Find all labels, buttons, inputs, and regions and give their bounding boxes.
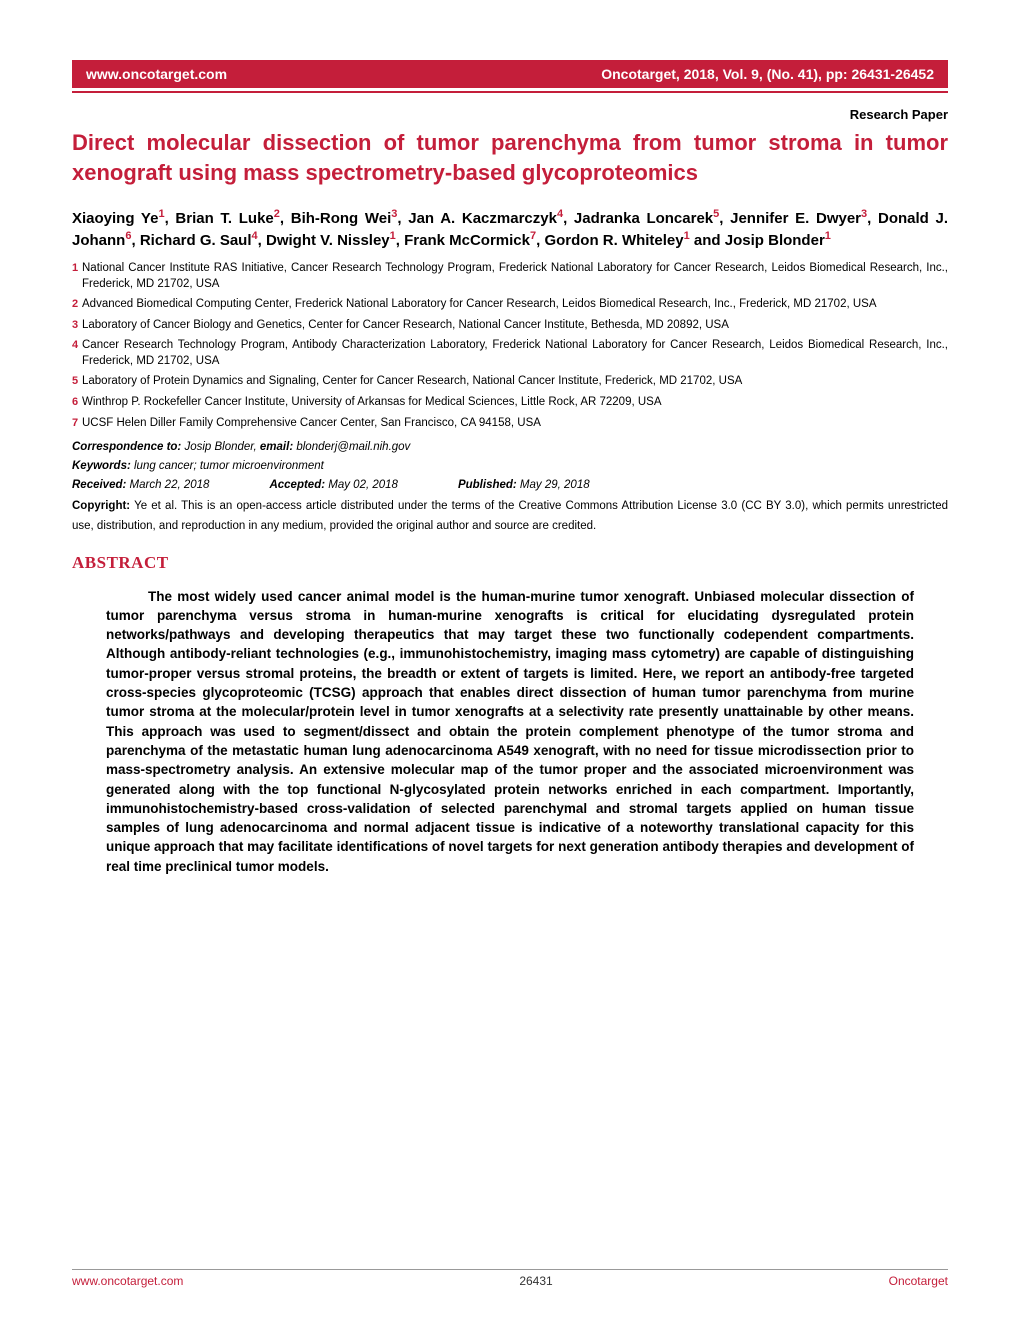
author: Frank McCormick7	[404, 232, 536, 249]
website-url: www.oncotarget.com	[86, 66, 227, 82]
affiliation: 6Winthrop P. Rockefeller Cancer Institut…	[72, 395, 948, 411]
copyright: Copyright: Ye et al. This is an open-acc…	[72, 497, 948, 536]
page-number: 26431	[519, 1274, 552, 1288]
correspondence: Correspondence to: Josip Blonder, email:…	[72, 439, 948, 457]
abstract-text: The most widely used cancer animal model…	[106, 587, 914, 876]
keywords: Keywords: lung cancer; tumor microenviro…	[72, 458, 948, 476]
affiliation: 3Laboratory of Cancer Biology and Geneti…	[72, 318, 948, 334]
header-bar: www.oncotarget.com Oncotarget, 2018, Vol…	[72, 60, 948, 88]
author: Josip Blonder1	[725, 232, 831, 249]
journal-name: Oncotarget	[889, 1274, 948, 1288]
author: Jennifer E. Dwyer3	[730, 210, 867, 227]
affiliation: 5Laboratory of Protein Dynamics and Sign…	[72, 374, 948, 390]
footer: www.oncotarget.com 26431 Oncotarget	[72, 1269, 948, 1288]
header-divider	[72, 91, 948, 93]
article-type: Research Paper	[72, 107, 948, 122]
author: Xiaoying Ye1	[72, 210, 165, 227]
citation: Oncotarget, 2018, Vol. 9, (No. 41), pp: …	[601, 66, 934, 82]
author: Gordon R. Whiteley1	[544, 232, 689, 249]
affiliation: 1National Cancer Institute RAS Initiativ…	[72, 261, 948, 292]
footer-website: www.oncotarget.com	[72, 1274, 183, 1288]
abstract-heading: ABSTRACT	[72, 553, 948, 573]
meta-block: Correspondence to: Josip Blonder, email:…	[72, 439, 948, 494]
article-title: Direct molecular dissection of tumor par…	[72, 128, 948, 187]
author: Bih-Rong Wei3	[291, 210, 398, 227]
affiliation: 4Cancer Research Technology Program, Ant…	[72, 338, 948, 369]
affiliation: 7UCSF Helen Diller Family Comprehensive …	[72, 416, 948, 432]
dates: Received: March 22, 2018 Accepted: May 0…	[72, 477, 948, 495]
affiliations: 1National Cancer Institute RAS Initiativ…	[72, 261, 948, 431]
author: Brian T. Luke2	[175, 210, 279, 227]
author: Jadranka Loncarek5	[574, 210, 719, 227]
author: Dwight V. Nissley1	[266, 232, 396, 249]
authors-list: Xiaoying Ye1, Brian T. Luke2, Bih-Rong W…	[72, 207, 948, 251]
affiliation: 2Advanced Biomedical Computing Center, F…	[72, 297, 948, 313]
author: Jan A. Kaczmarczyk4	[408, 210, 563, 227]
author: Richard G. Saul4	[140, 232, 258, 249]
